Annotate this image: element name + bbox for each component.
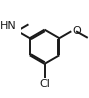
Text: HN: HN <box>0 21 17 31</box>
Text: Cl: Cl <box>39 79 50 89</box>
Text: O: O <box>73 26 81 36</box>
